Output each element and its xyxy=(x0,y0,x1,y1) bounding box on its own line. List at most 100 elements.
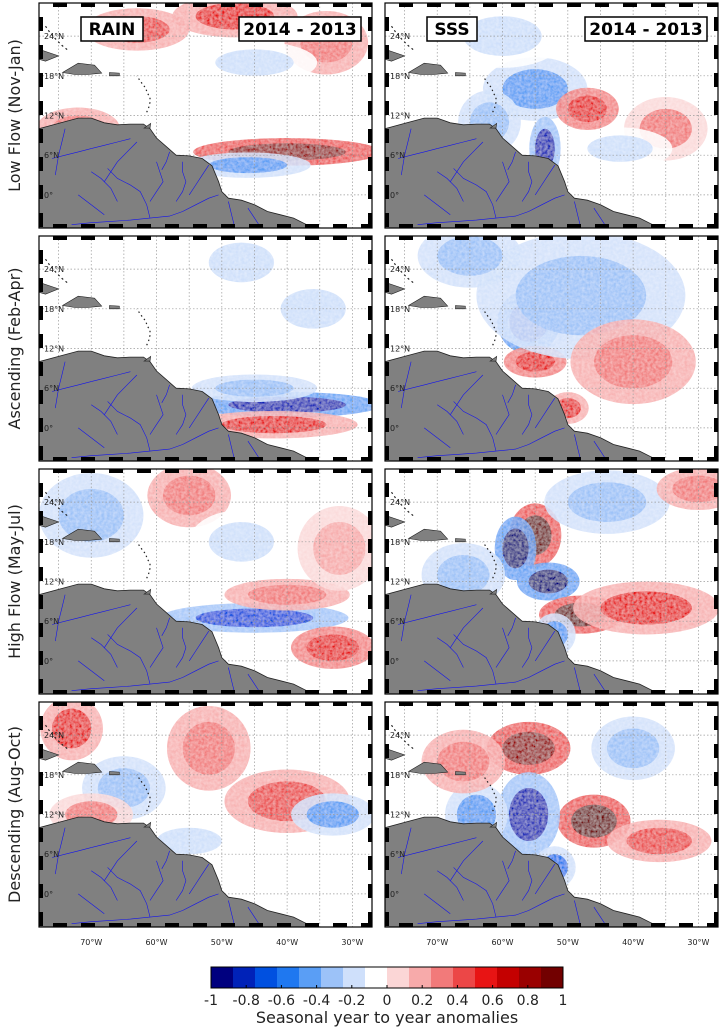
colorbar-tick-label: 0.8 xyxy=(517,993,539,1009)
island xyxy=(455,771,466,776)
frame-tick xyxy=(249,3,263,7)
river xyxy=(453,634,497,685)
river xyxy=(107,634,151,685)
river xyxy=(175,860,187,901)
anomaly-blob xyxy=(208,242,275,283)
colorbar-cell xyxy=(299,967,322,988)
frame-tick xyxy=(368,185,372,199)
lat-tick-label: 6°N xyxy=(390,850,405,859)
frame-tick xyxy=(385,539,389,553)
frame-tick xyxy=(53,236,67,240)
anomaly-blob xyxy=(600,591,692,625)
lat-tick-label: 24°N xyxy=(44,498,64,507)
island xyxy=(407,528,449,541)
frame-tick xyxy=(714,483,718,497)
frame-tick xyxy=(39,73,43,87)
frame-tick xyxy=(39,185,43,199)
river xyxy=(161,850,170,869)
longitude-axis: 70°W 60°W 50°W 40°W 30°W 70°W 60°W 50°W 40°W 30°W xyxy=(80,938,709,947)
river xyxy=(437,371,477,382)
lat-tick-label: 18°N xyxy=(390,72,410,81)
frame-tick xyxy=(368,101,372,115)
frame-tick xyxy=(623,3,637,7)
river xyxy=(424,893,451,915)
frame-tick xyxy=(305,224,319,228)
island xyxy=(455,538,466,543)
anomaly-blob xyxy=(156,827,222,855)
island xyxy=(39,48,60,62)
frame-tick xyxy=(39,45,43,59)
frame-tick xyxy=(137,236,151,240)
frame-tick xyxy=(714,912,718,926)
bahamas xyxy=(391,25,415,52)
frame-tick xyxy=(714,306,718,320)
frame-tick xyxy=(623,702,637,706)
island xyxy=(143,588,152,595)
frame-tick xyxy=(81,224,95,228)
frame-tick xyxy=(385,800,389,814)
colorbar-cell xyxy=(321,967,344,988)
frame-tick xyxy=(511,3,525,7)
anomaly-blob xyxy=(247,584,327,605)
frame-tick xyxy=(679,690,693,694)
frame-tick xyxy=(53,702,67,706)
frame-tick xyxy=(714,744,718,758)
frame-tick xyxy=(361,457,372,461)
anomaly-blob xyxy=(208,521,275,562)
frame-tick xyxy=(567,690,581,694)
river xyxy=(495,394,510,435)
island xyxy=(489,588,498,595)
river xyxy=(107,168,151,219)
river xyxy=(104,141,138,182)
river xyxy=(521,161,533,202)
frame-tick xyxy=(427,224,441,228)
river xyxy=(228,667,236,694)
land-mass xyxy=(39,350,314,461)
frame-tick xyxy=(427,236,441,240)
river xyxy=(450,141,484,182)
frame-tick xyxy=(368,511,372,525)
lat-tick-label: 24°N xyxy=(390,32,410,41)
frame-tick xyxy=(39,101,43,115)
frame-tick xyxy=(707,702,718,706)
frame-tick xyxy=(714,828,718,842)
frame-tick xyxy=(39,772,43,786)
lat-tick-label: 18°N xyxy=(390,538,410,547)
svg-text:RAIN: RAIN xyxy=(89,20,136,40)
island xyxy=(61,761,103,774)
frame-tick xyxy=(333,469,347,473)
frame-tick xyxy=(511,236,525,240)
anomaly-blob xyxy=(182,721,235,775)
map-panel: 0° 6°N 12°N 18°N 24°N SSS 2014 - 2013 xyxy=(384,2,719,229)
frame-tick xyxy=(109,690,123,694)
frame-tick xyxy=(81,457,95,461)
variable-title: SSS xyxy=(426,16,478,42)
land-mass xyxy=(385,583,660,694)
colorbar-cell xyxy=(453,967,476,988)
frame-tick xyxy=(277,224,291,228)
frame-tick xyxy=(39,651,43,665)
frame-tick xyxy=(539,702,553,706)
river xyxy=(574,900,582,927)
frame-tick xyxy=(361,3,372,7)
map-panel: 0° 6°N 12°N 18°N 24°N RAIN 2014 - 2013 xyxy=(38,2,373,229)
frame-tick xyxy=(165,457,179,461)
frame-tick xyxy=(399,923,413,927)
frame-tick xyxy=(109,3,123,7)
frame-tick xyxy=(193,457,207,461)
bahamas xyxy=(45,724,69,751)
lat-tick-label: 6°N xyxy=(44,151,59,160)
frame-tick xyxy=(623,224,637,228)
lat-tick-label: 24°N xyxy=(390,498,410,507)
anomaly-blob xyxy=(502,731,555,765)
river xyxy=(450,374,484,415)
frame-tick xyxy=(714,129,718,143)
lat-tick-label: 0° xyxy=(44,890,53,899)
frame-tick xyxy=(483,3,497,7)
island xyxy=(455,72,466,77)
frame-tick xyxy=(483,457,497,461)
frame-tick xyxy=(539,3,553,7)
river xyxy=(521,860,533,901)
river xyxy=(228,201,236,228)
frame-tick xyxy=(714,716,718,730)
